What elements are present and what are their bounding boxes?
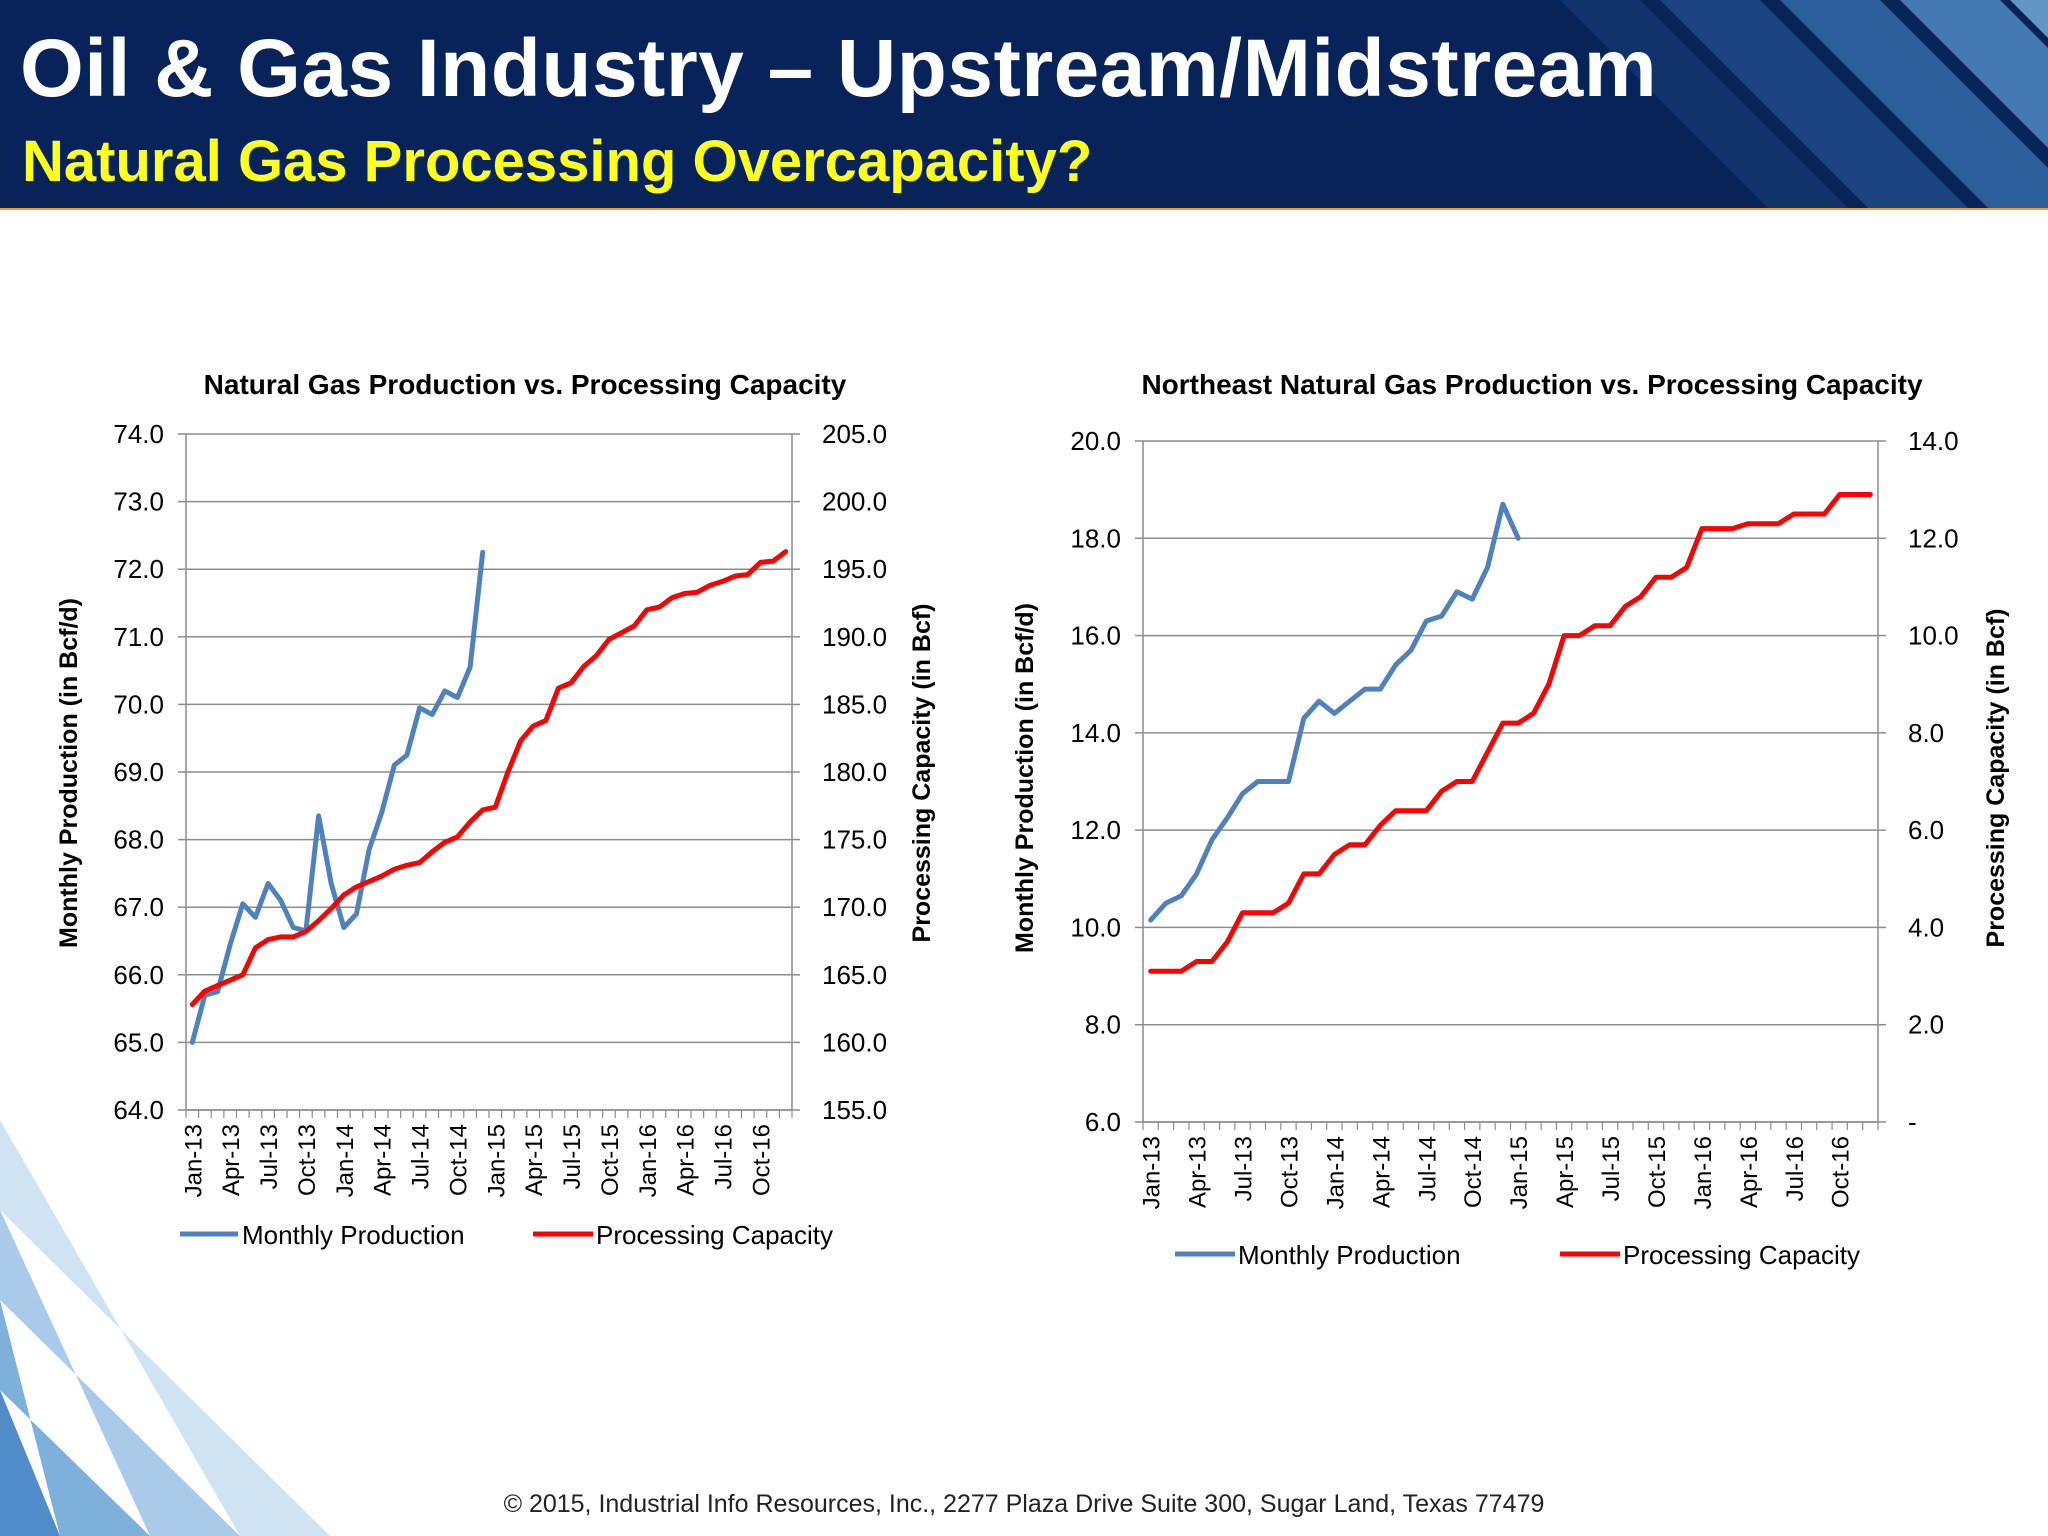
y2-tick-label: 155.0 — [822, 1095, 887, 1125]
x-tick-label: Jan-14 — [1322, 1136, 1349, 1209]
y-axis-label: Monthly Production (in Bcf/d) — [1011, 603, 1039, 953]
x-tick-label: Oct-16 — [748, 1124, 775, 1196]
x-tick-label: Jan-15 — [1506, 1136, 1533, 1209]
y-tick-label: 64.0 — [113, 1095, 164, 1125]
y2-tick-label: 200.0 — [822, 487, 887, 517]
x-tick-label: Jan-13 — [1139, 1136, 1166, 1209]
y-tick-label: 69.0 — [113, 757, 164, 787]
y-tick-label: 8.0 — [1085, 1010, 1121, 1040]
y2-tick-label: 185.0 — [822, 689, 887, 719]
corner-stripes-decoration — [0, 1120, 330, 1536]
x-tick-label: Oct-14 — [445, 1124, 472, 1196]
x-tick-label: Jul-15 — [559, 1124, 586, 1189]
y2-tick-label: - — [1908, 1107, 1917, 1137]
copyright-footer: © 2015, Industrial Info Resources, Inc.,… — [503, 1490, 1545, 1518]
x-tick-label: Oct-13 — [294, 1124, 321, 1196]
series-line-monthly-production — [1148, 501, 1521, 923]
x-tick-label: Jul-13 — [1231, 1136, 1258, 1201]
chart-title: Natural Gas Production vs. Processing Ca… — [204, 369, 847, 400]
y-tick-label: 14.0 — [1070, 718, 1121, 748]
x-tick-label: Oct-16 — [1828, 1136, 1855, 1208]
series-line-processing-capacity — [189, 549, 789, 1007]
y2-tick-label: 14.0 — [1908, 426, 1959, 456]
x-tick-label: Jan-16 — [635, 1124, 662, 1197]
y2-tick-label: 8.0 — [1908, 718, 1944, 748]
x-tick-label: Apr-16 — [673, 1124, 700, 1196]
accent-rule — [0, 208, 2048, 210]
y2-tick-label: 165.0 — [822, 960, 887, 990]
legend-label-capacity: Processing Capacity — [596, 1220, 833, 1250]
y2-tick-label: 2.0 — [1908, 1010, 1944, 1040]
x-tick-label: Jul-14 — [1414, 1136, 1441, 1201]
x-tick-label: Apr-14 — [370, 1124, 397, 1196]
y2-tick-label: 12.0 — [1908, 523, 1959, 553]
series-line-monthly-production — [189, 549, 486, 1045]
x-tick-label: Apr-16 — [1736, 1136, 1763, 1208]
y2-tick-label: 10.0 — [1908, 621, 1959, 651]
y2-tick-label: 4.0 — [1908, 912, 1944, 942]
x-tick-label: Apr-15 — [1552, 1136, 1579, 1208]
y-axis-label: Monthly Production (in Bcf/d) — [55, 598, 83, 948]
x-tick-label: Oct-15 — [1644, 1136, 1671, 1208]
y2-tick-label: 6.0 — [1908, 815, 1944, 845]
x-tick-label: Jul-16 — [711, 1124, 738, 1189]
y-tick-label: 67.0 — [113, 892, 164, 922]
title-banner: Oil & Gas Industry – Upstream/Midstream … — [0, 0, 2048, 210]
x-tick-label: Jul-13 — [256, 1124, 283, 1189]
y2-tick-label: 190.0 — [822, 622, 887, 652]
y-tick-label: 73.0 — [113, 487, 164, 517]
banner-stripes-decoration — [1560, 0, 2048, 210]
y-tick-label: 6.0 — [1085, 1107, 1121, 1137]
x-tick-label: Jan-16 — [1690, 1136, 1717, 1209]
x-tick-label: Oct-13 — [1276, 1136, 1303, 1208]
y2-tick-label: 195.0 — [822, 554, 887, 584]
x-tick-label: Jul-16 — [1782, 1136, 1809, 1201]
x-tick-label: Apr-14 — [1368, 1136, 1395, 1208]
legend-label-capacity: Processing Capacity — [1623, 1240, 1860, 1270]
x-tick-label: Oct-15 — [597, 1124, 624, 1196]
slide-title: Oil & Gas Industry – Upstream/Midstream — [20, 23, 1658, 114]
x-tick-label: Jan-13 — [180, 1124, 207, 1197]
x-tick-label: Apr-13 — [1185, 1136, 1212, 1208]
series-line-processing-capacity — [1148, 492, 1873, 974]
slide-subtitle: Natural Gas Processing Overcapacity? — [22, 129, 1093, 194]
chart-title: Northeast Natural Gas Production vs. Pro… — [1141, 369, 1923, 400]
y-tick-label: 20.0 — [1070, 426, 1121, 456]
y-tick-label: 66.0 — [113, 960, 164, 990]
y-tick-label: 18.0 — [1070, 523, 1121, 553]
y-tick-label: 68.0 — [113, 825, 164, 855]
y-tick-label: 74.0 — [113, 419, 164, 449]
x-tick-label: Apr-15 — [521, 1124, 548, 1196]
y2-tick-label: 170.0 — [822, 892, 887, 922]
y-tick-label: 65.0 — [113, 1027, 164, 1057]
y2-axis-label: Processing Capacity (in Bcf) — [908, 604, 936, 943]
y-tick-label: 70.0 — [113, 689, 164, 719]
y-tick-label: 10.0 — [1070, 912, 1121, 942]
legend-label-production: Monthly Production — [242, 1220, 465, 1250]
y2-tick-label: 180.0 — [822, 757, 887, 787]
y-tick-label: 16.0 — [1070, 621, 1121, 651]
y-tick-label: 71.0 — [113, 622, 164, 652]
y2-tick-label: 175.0 — [822, 825, 887, 855]
legend-label-production: Monthly Production — [1238, 1240, 1461, 1270]
x-tick-label: Oct-14 — [1460, 1136, 1487, 1208]
x-tick-label: Jul-15 — [1598, 1136, 1625, 1201]
x-tick-label: Jan-14 — [332, 1124, 359, 1197]
x-tick-label: Jul-14 — [408, 1124, 435, 1189]
y2-axis-label: Processing Capacity (in Bcf) — [1982, 609, 2010, 948]
x-tick-label: Jan-15 — [483, 1124, 510, 1197]
y-tick-label: 12.0 — [1070, 815, 1121, 845]
y-tick-label: 72.0 — [113, 554, 164, 584]
y2-tick-label: 205.0 — [822, 419, 887, 449]
y2-tick-label: 160.0 — [822, 1027, 887, 1057]
x-tick-label: Apr-13 — [218, 1124, 245, 1196]
